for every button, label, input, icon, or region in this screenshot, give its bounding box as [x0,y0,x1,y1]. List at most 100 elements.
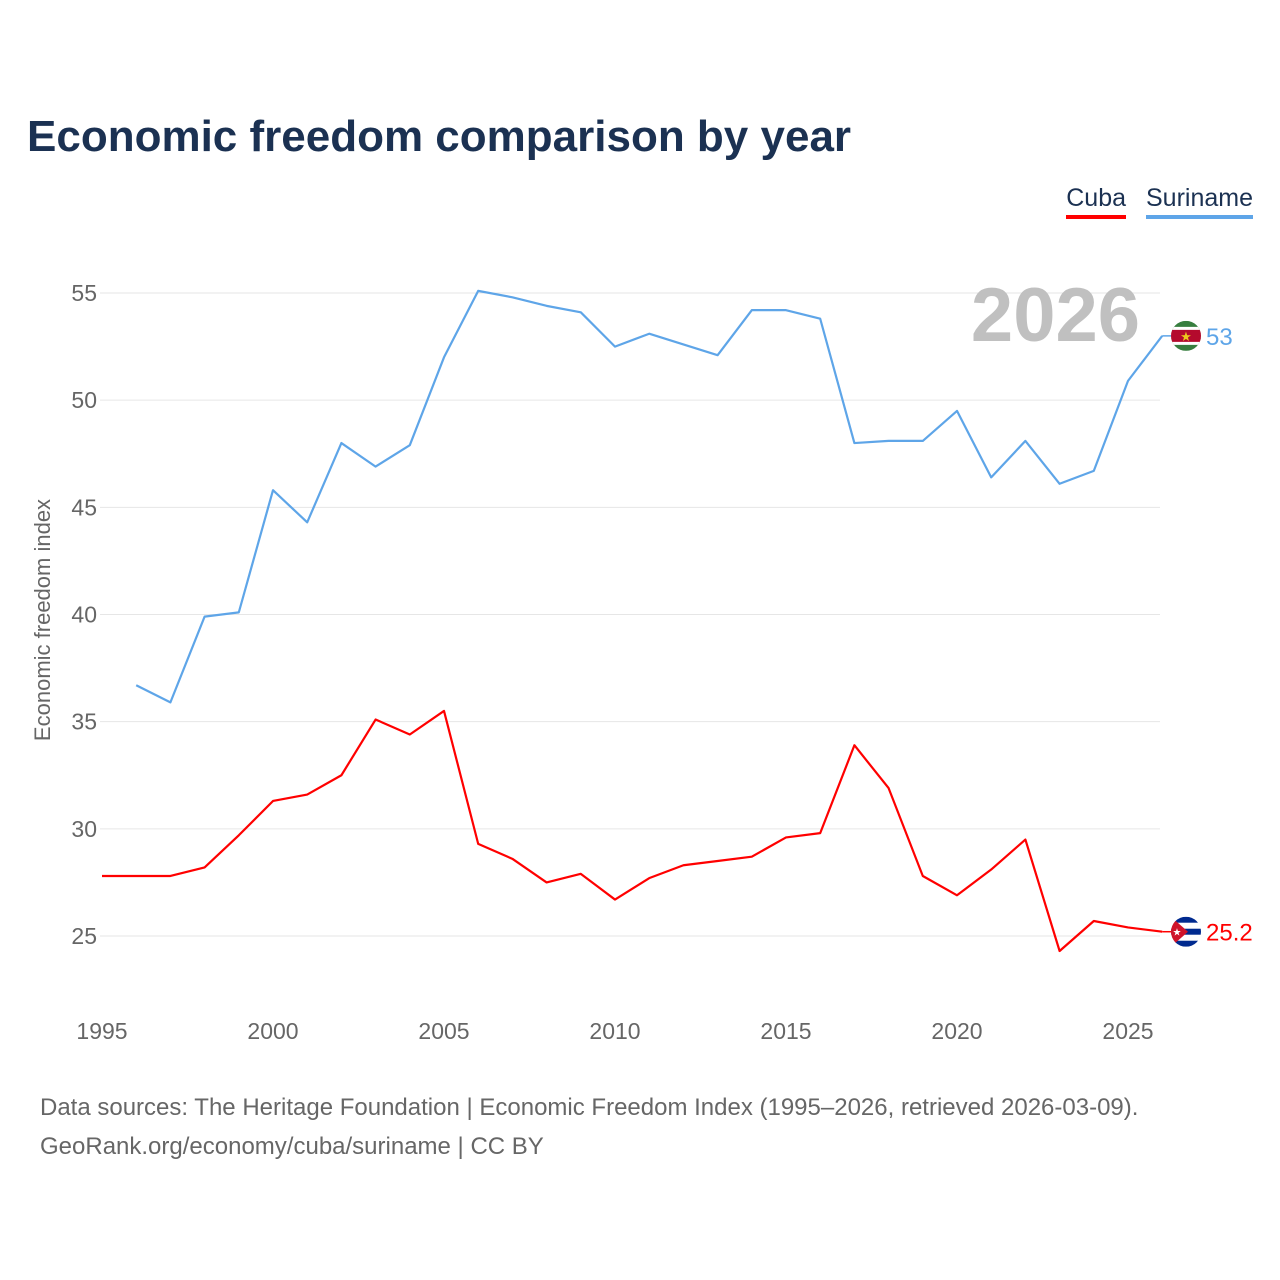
y-tick-label: 30 [71,816,97,842]
data-point [612,344,618,350]
data-point [646,875,652,881]
data-point [509,294,515,300]
data-point [1057,481,1063,487]
end-value-label: 25.2 [1206,920,1253,947]
data-point [338,440,344,446]
data-point [373,717,379,723]
chart-title: Economic freedom comparison by year [27,112,852,161]
data-point [373,464,379,470]
legend: Cuba Suriname [1066,184,1253,219]
end-value-label: 53 [1206,324,1233,351]
data-point [270,487,276,493]
data-point [612,897,618,903]
data-point [749,854,755,860]
footer-sources: Data sources: The Heritage Foundation | … [40,1094,1139,1121]
data-point [1057,948,1063,954]
data-point [851,440,857,446]
suriname-flag-icon: ★ [1171,320,1201,351]
data-point [475,841,481,847]
y-tick-label: 25 [71,923,97,949]
flag-body: ★ [1171,916,1201,947]
data-point [954,408,960,414]
flag-star: ★ [1180,329,1192,344]
data-point [680,862,686,868]
y-tick-label: 55 [71,280,97,306]
data-point [988,867,994,873]
year-watermark: 2026 [971,273,1140,358]
x-tick-label: 2005 [418,1018,469,1044]
data-point [886,438,892,444]
data-point [680,341,686,347]
data-point [236,609,242,615]
data-point [1022,438,1028,444]
data-point [304,792,310,798]
data-point [407,442,413,448]
data-point [509,856,515,862]
data-point [1125,924,1131,930]
data-point [646,331,652,337]
data-point [167,873,173,879]
data-point [988,474,994,480]
series-line-suriname [135,289,1164,704]
flag-stripe [1171,940,1201,947]
data-point [715,352,721,358]
data-point [715,858,721,864]
data-point [407,732,413,738]
data-point [441,708,447,714]
y-tick-label: 45 [71,494,97,520]
data-point [202,864,208,870]
flag-stripe [1171,329,1201,342]
data-point [338,772,344,778]
data-point [167,699,173,705]
data-point [133,682,139,688]
data-point [99,873,105,879]
y-tick-label: 50 [71,387,97,413]
data-point [851,742,857,748]
data-point [475,288,481,294]
footer-attribution: GeoRank.org/economy/cuba/suriname | CC B… [40,1133,544,1160]
legend-cuba[interactable]: Cuba [1066,184,1126,219]
data-point [1091,918,1097,924]
data-point [1125,378,1131,384]
data-point [783,834,789,840]
data-point [1091,468,1097,474]
data-point [202,614,208,620]
data-point [236,832,242,838]
x-tick-label: 2025 [1102,1018,1153,1044]
data-point [749,307,755,313]
data-point [817,316,823,322]
data-point [133,873,139,879]
data-point [817,830,823,836]
x-tick-label: 2020 [931,1018,982,1044]
data-point [544,879,550,885]
data-point [886,785,892,791]
flag-star: ★ [1173,928,1182,939]
y-tick-label: 40 [71,602,97,628]
data-point [544,303,550,309]
footer: Data sources: The Heritage Foundation | … [40,1088,1138,1166]
x-tick-label: 2000 [247,1018,298,1044]
x-tick-label: 1995 [76,1018,127,1044]
flag-triangle [1171,916,1188,947]
x-tick-label: 2015 [760,1018,811,1044]
data-point [578,309,584,315]
data-point [783,307,789,313]
x-tick-label: 2010 [589,1018,640,1044]
flag-stripe [1171,916,1201,923]
data-point [920,873,926,879]
series-line-cuba [102,709,1163,953]
cuba-flag-icon: ★ [1171,916,1201,947]
flag-body: ★ [1171,320,1201,351]
data-point [578,871,584,877]
data-point [270,798,276,804]
data-point [441,354,447,360]
y-tick-label: 35 [71,709,97,735]
y-axis-label: Economic freedom index [30,499,55,741]
legend-suriname[interactable]: Suriname [1146,184,1253,219]
data-point [954,892,960,898]
data-point [304,519,310,525]
data-point [920,438,926,444]
data-point [1022,837,1028,843]
